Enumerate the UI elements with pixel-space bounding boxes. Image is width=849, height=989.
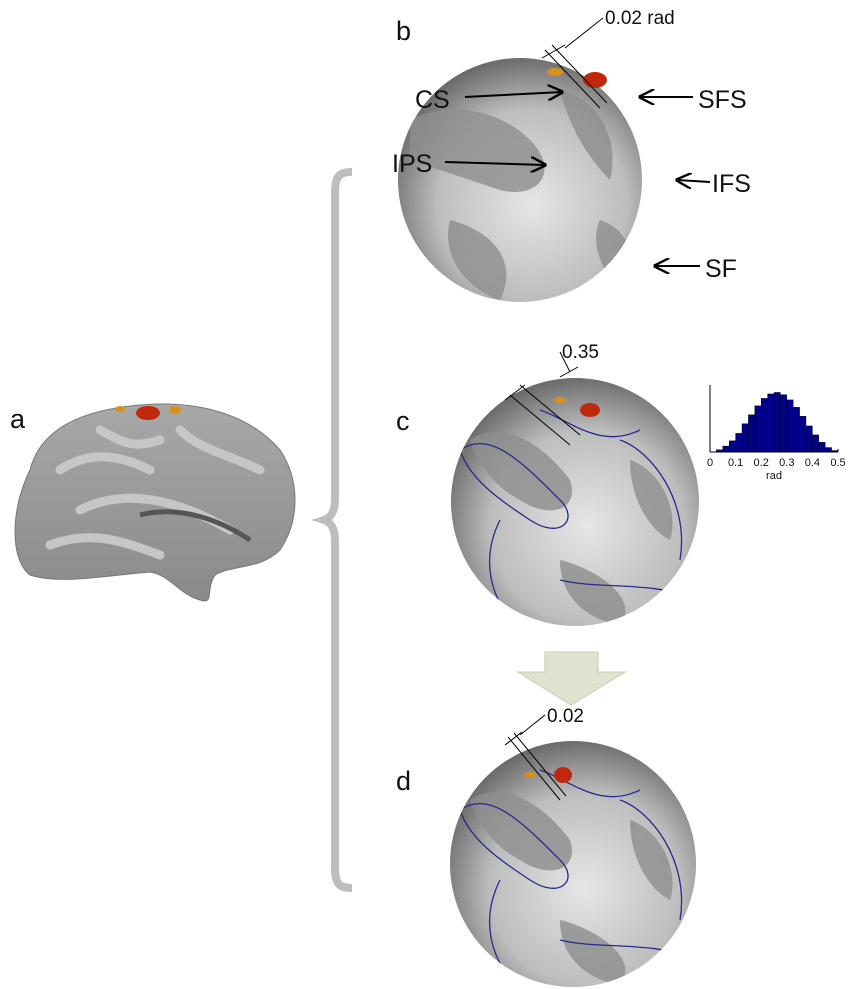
panel-label: c [396,406,410,436]
bar [755,406,761,452]
bar [825,448,831,452]
brace [324,172,352,888]
sulcus-label: IPS [392,150,432,178]
bar [806,426,812,452]
histogram: 0 0.1 0.2 0.3 0.4 0.5 rad [707,385,846,482]
bar [736,433,742,452]
bar [774,392,780,452]
x-tick-label: 0.3 [779,457,794,469]
sulcus-label: SFS [698,86,747,114]
angle-label: 0.02 rad [605,8,675,29]
panel-label: a [10,404,26,434]
sphere [450,715,700,989]
x-tick-label: 0 [707,457,713,469]
x-tick-label: 0.5 [830,457,845,469]
bar [787,400,793,452]
sphere [398,18,642,302]
sulcus-label: IFS [712,170,751,198]
bar [742,424,748,452]
sphere [451,352,700,630]
panel-label: b [396,16,411,46]
bar [748,415,754,452]
bar [761,398,767,452]
bar [729,441,735,452]
panel-label: d [396,766,411,796]
figure: a b 0.02 rad CS SFS IPS IFS SF c 0.35 00… [0,0,849,989]
angle-label: 0.35 [562,342,599,363]
brain-surface [15,404,295,601]
x-tick-label: 0.4 [805,457,820,469]
sulcus-label: SF [705,255,737,283]
angle-label: 0.02 [547,706,584,727]
bar [793,407,799,452]
sulcus-label: CS [415,86,450,114]
bar [812,435,818,452]
bar [723,446,729,452]
x-tick-label: 0.2 [754,457,769,469]
x-axis-label: rad [766,470,782,482]
bar [780,395,786,452]
bar [768,394,774,452]
x-tick-label: 0.1 [728,457,743,469]
bar [800,416,806,452]
bar [819,442,825,452]
flow-arrow [518,652,625,705]
